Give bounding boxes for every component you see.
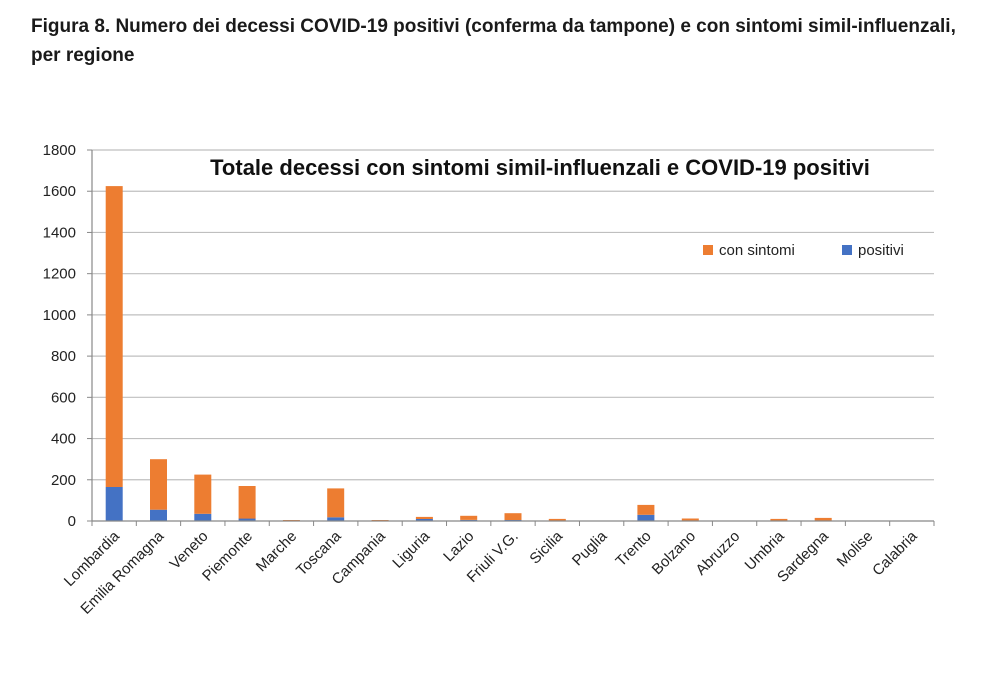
y-tick-label: 1200 [43, 266, 76, 283]
x-category-label: Emilia Romagna [77, 527, 167, 617]
y-tick-label: 800 [51, 348, 76, 365]
bar-positivi-emilia-romagna [150, 509, 167, 521]
x-category-label: Liguria [389, 527, 433, 571]
x-category-label: Bolzano [649, 528, 699, 578]
bar-positivi-liguria [415, 518, 433, 521]
x-category-label: Calabria [869, 527, 921, 579]
bar-con-sintomi-piemonte [238, 486, 256, 519]
bar-con-sintomi-toscana [327, 488, 345, 518]
legend-swatch-con-sintomi [703, 245, 713, 255]
bar-con-sintomi-trento [637, 504, 655, 515]
y-tick-label: 1800 [43, 142, 76, 159]
legend-label-positivi: positivi [858, 242, 904, 259]
bar-positivi-toscana [327, 517, 345, 521]
y-axis-ticks: 0 200 400 600 800 1000 1200 1400 1600 1800 [43, 142, 92, 530]
bar-positivi-piemonte [238, 518, 256, 521]
bar-positivi-lombardia [105, 487, 123, 521]
x-category-label: Molise [834, 528, 877, 571]
figure-caption: Figura 8. Numero dei decessi COVID-19 po… [31, 16, 956, 66]
chart-title: Totale decessi con sintomi simil-influen… [210, 155, 870, 180]
y-tick-label: 1400 [43, 224, 76, 241]
x-category-label: Trento [612, 528, 654, 570]
y-tick-label: 400 [51, 431, 76, 448]
legend-swatch-positivi [842, 245, 852, 255]
x-category-label: Puglia [569, 527, 611, 569]
bar-con-sintomi-sicilia [548, 518, 566, 521]
y-tick-label: 1600 [43, 183, 76, 200]
bar-con-sintomi-umbria [770, 518, 788, 521]
bar-con-sintomi-friuli-v-g- [504, 513, 522, 520]
y-tick-label: 1000 [43, 307, 76, 324]
bar-con-sintomi-lazio [460, 515, 478, 520]
x-category-label: Sicilia [526, 527, 566, 567]
bar-con-sintomi-campania [371, 520, 389, 521]
x-category-label: Abruzzo [692, 528, 743, 579]
legend-label-con-sintomi: con sintomi [719, 242, 795, 259]
bar-positivi-trento [637, 514, 655, 521]
bar-con-sintomi-lombardia [105, 186, 123, 487]
bar-con-sintomi-marche [282, 520, 300, 521]
bar-con-sintomi-emilia-romagna [150, 459, 167, 510]
bar-positivi-veneto [194, 513, 212, 521]
bar-con-sintomi-veneto [194, 474, 212, 514]
y-tick-label: 200 [51, 472, 76, 489]
bar-con-sintomi-liguria [415, 516, 433, 519]
y-tick-label: 600 [51, 389, 76, 406]
axes [91, 150, 935, 526]
x-category-label: Lazio [440, 528, 477, 565]
bar-con-sintomi-sardegna [814, 517, 832, 521]
grid-lines [92, 149, 934, 481]
legend: con sintomi positivi [703, 242, 904, 259]
bars [105, 186, 876, 521]
y-tick-label: 0 [68, 513, 76, 530]
bar-con-sintomi-bolzano [681, 518, 699, 521]
